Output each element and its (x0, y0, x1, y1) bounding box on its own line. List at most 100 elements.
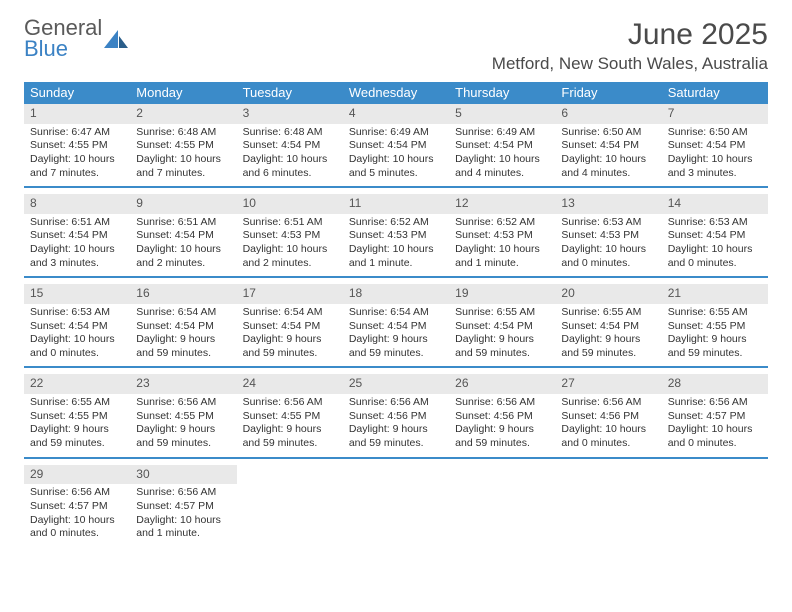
daylight-text-2: and 4 minutes. (561, 167, 655, 181)
sunset-text: Sunset: 4:54 PM (668, 139, 762, 153)
sunset-text: Sunset: 4:54 PM (349, 139, 443, 153)
daylight-text-2: and 1 minute. (349, 257, 443, 271)
sunrise-text: Sunrise: 6:51 AM (30, 216, 124, 230)
calendar-page: General Blue June 2025 Metford, New Sout… (0, 0, 792, 563)
sunrise-text: Sunrise: 6:49 AM (349, 126, 443, 140)
daylight-text-2: and 0 minutes. (30, 527, 124, 541)
daylight-text-1: Daylight: 10 hours (243, 243, 337, 257)
sunset-text: Sunset: 4:54 PM (30, 229, 124, 243)
day-cell: 21Sunrise: 6:55 AMSunset: 4:55 PMDayligh… (662, 284, 768, 366)
sunrise-text: Sunrise: 6:48 AM (136, 126, 230, 140)
sunrise-text: Sunrise: 6:55 AM (455, 306, 549, 320)
logo-sail-icon (104, 30, 130, 50)
daylight-text-2: and 2 minutes. (243, 257, 337, 271)
day-number: 18 (343, 284, 449, 304)
day-number: 30 (130, 465, 236, 485)
title-block: June 2025 Metford, New South Wales, Aust… (492, 18, 768, 74)
daylight-text-1: Daylight: 9 hours (561, 333, 655, 347)
day-number: 8 (24, 194, 130, 214)
day-cell: 7Sunrise: 6:50 AMSunset: 4:54 PMDaylight… (662, 104, 768, 186)
daylight-text-1: Daylight: 9 hours (349, 423, 443, 437)
sunrise-text: Sunrise: 6:48 AM (243, 126, 337, 140)
day-number: 20 (555, 284, 661, 304)
daylight-text-1: Daylight: 10 hours (349, 243, 443, 257)
day-number: 21 (662, 284, 768, 304)
weekday-monday: Monday (130, 82, 236, 104)
sunrise-text: Sunrise: 6:56 AM (243, 396, 337, 410)
daylight-text-2: and 4 minutes. (455, 167, 549, 181)
sunrise-text: Sunrise: 6:56 AM (561, 396, 655, 410)
sunset-text: Sunset: 4:55 PM (136, 139, 230, 153)
sunset-text: Sunset: 4:53 PM (561, 229, 655, 243)
sunrise-text: Sunrise: 6:53 AM (30, 306, 124, 320)
sunrise-text: Sunrise: 6:52 AM (349, 216, 443, 230)
day-cell: 5Sunrise: 6:49 AMSunset: 4:54 PMDaylight… (449, 104, 555, 186)
day-cell: 8Sunrise: 6:51 AMSunset: 4:54 PMDaylight… (24, 194, 130, 276)
daylight-text-2: and 3 minutes. (30, 257, 124, 271)
daylight-text-1: Daylight: 10 hours (136, 243, 230, 257)
day-number: 1 (24, 104, 130, 124)
sunset-text: Sunset: 4:54 PM (668, 229, 762, 243)
day-cell: 15Sunrise: 6:53 AMSunset: 4:54 PMDayligh… (24, 284, 130, 366)
weekday-header-row: Sunday Monday Tuesday Wednesday Thursday… (24, 82, 768, 104)
daylight-text-1: Daylight: 10 hours (668, 153, 762, 167)
day-number: 13 (555, 194, 661, 214)
day-number: 14 (662, 194, 768, 214)
day-number: 11 (343, 194, 449, 214)
day-number: 17 (237, 284, 343, 304)
sunset-text: Sunset: 4:54 PM (349, 320, 443, 334)
day-cell: 20Sunrise: 6:55 AMSunset: 4:54 PMDayligh… (555, 284, 661, 366)
day-cell: 25Sunrise: 6:56 AMSunset: 4:56 PMDayligh… (343, 374, 449, 456)
sunset-text: Sunset: 4:53 PM (455, 229, 549, 243)
daylight-text-2: and 0 minutes. (561, 437, 655, 451)
day-cell: 28Sunrise: 6:56 AMSunset: 4:57 PMDayligh… (662, 374, 768, 456)
day-number: 7 (662, 104, 768, 124)
calendar-grid: Sunday Monday Tuesday Wednesday Thursday… (24, 82, 768, 547)
day-number: 10 (237, 194, 343, 214)
sunrise-text: Sunrise: 6:53 AM (668, 216, 762, 230)
sunset-text: Sunset: 4:56 PM (455, 410, 549, 424)
daylight-text-2: and 0 minutes. (561, 257, 655, 271)
daylight-text-1: Daylight: 10 hours (561, 243, 655, 257)
day-cell: 18Sunrise: 6:54 AMSunset: 4:54 PMDayligh… (343, 284, 449, 366)
location: Metford, New South Wales, Australia (492, 54, 768, 74)
day-number: 28 (662, 374, 768, 394)
day-cell: 12Sunrise: 6:52 AMSunset: 4:53 PMDayligh… (449, 194, 555, 276)
day-number: 15 (24, 284, 130, 304)
day-number: 6 (555, 104, 661, 124)
daylight-text-2: and 59 minutes. (136, 437, 230, 451)
logo-text: General Blue (24, 18, 102, 60)
daylight-text-1: Daylight: 10 hours (668, 243, 762, 257)
sunrise-text: Sunrise: 6:56 AM (668, 396, 762, 410)
daylight-text-2: and 59 minutes. (455, 347, 549, 361)
sunset-text: Sunset: 4:53 PM (243, 229, 337, 243)
day-cell: 3Sunrise: 6:48 AMSunset: 4:54 PMDaylight… (237, 104, 343, 186)
day-cell: 22Sunrise: 6:55 AMSunset: 4:55 PMDayligh… (24, 374, 130, 456)
weeks-container: 1Sunrise: 6:47 AMSunset: 4:55 PMDaylight… (24, 104, 768, 547)
sunset-text: Sunset: 4:54 PM (30, 320, 124, 334)
day-cell: 30Sunrise: 6:56 AMSunset: 4:57 PMDayligh… (130, 465, 236, 547)
sunset-text: Sunset: 4:56 PM (561, 410, 655, 424)
week-row: 1Sunrise: 6:47 AMSunset: 4:55 PMDaylight… (24, 104, 768, 188)
daylight-text-1: Daylight: 9 hours (30, 423, 124, 437)
daylight-text-1: Daylight: 10 hours (243, 153, 337, 167)
daylight-text-2: and 1 minute. (136, 527, 230, 541)
daylight-text-1: Daylight: 10 hours (136, 153, 230, 167)
day-cell: 6Sunrise: 6:50 AMSunset: 4:54 PMDaylight… (555, 104, 661, 186)
day-number: 22 (24, 374, 130, 394)
month-title: June 2025 (492, 18, 768, 52)
day-cell: 16Sunrise: 6:54 AMSunset: 4:54 PMDayligh… (130, 284, 236, 366)
sunrise-text: Sunrise: 6:52 AM (455, 216, 549, 230)
daylight-text-1: Daylight: 10 hours (30, 153, 124, 167)
sunrise-text: Sunrise: 6:55 AM (668, 306, 762, 320)
sunset-text: Sunset: 4:54 PM (455, 139, 549, 153)
daylight-text-2: and 7 minutes. (136, 167, 230, 181)
sunset-text: Sunset: 4:54 PM (455, 320, 549, 334)
sunset-text: Sunset: 4:55 PM (136, 410, 230, 424)
day-cell: 23Sunrise: 6:56 AMSunset: 4:55 PMDayligh… (130, 374, 236, 456)
sunset-text: Sunset: 4:54 PM (136, 320, 230, 334)
daylight-text-1: Daylight: 9 hours (243, 423, 337, 437)
weekday-wednesday: Wednesday (343, 82, 449, 104)
daylight-text-2: and 0 minutes. (668, 257, 762, 271)
sunset-text: Sunset: 4:54 PM (243, 139, 337, 153)
